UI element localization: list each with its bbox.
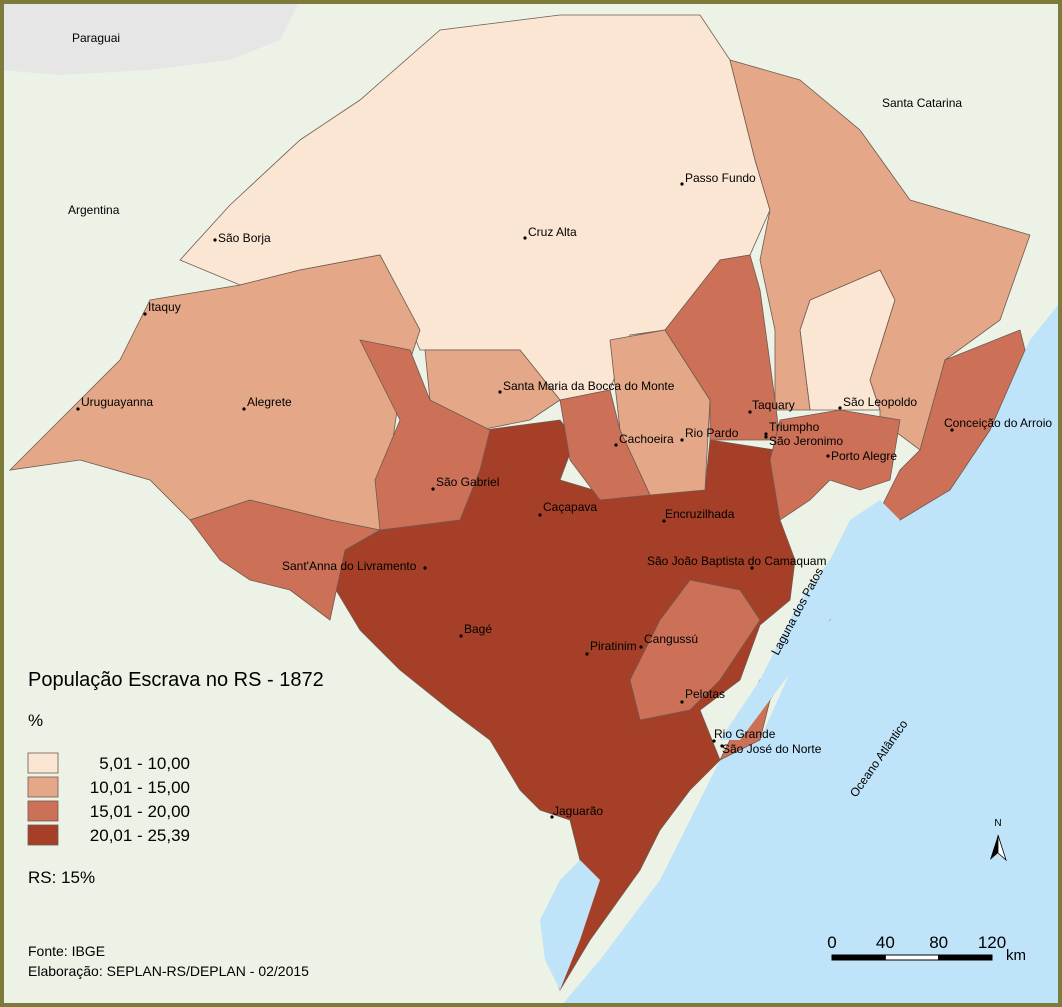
city-label: São José do Norte <box>722 742 822 756</box>
city-label: Conceição do Arroio <box>944 416 1052 430</box>
city-dot <box>662 519 666 523</box>
city-label: Cruz Alta <box>528 225 577 239</box>
city-dot <box>826 454 830 458</box>
lagoon <box>720 500 900 740</box>
city-dot <box>538 513 542 517</box>
legend-label: 15,01 - 20,00 <box>90 802 190 821</box>
city-label: Rio Pardo <box>685 426 739 440</box>
city-dot <box>639 645 643 649</box>
city-label: Uruguayanna <box>81 395 153 409</box>
city-dot <box>76 407 80 411</box>
lagoon <box>540 860 600 990</box>
city-label: Pelotas <box>685 687 725 701</box>
legend-label: 20,01 - 25,39 <box>90 826 190 845</box>
north-arrow: N <box>990 818 1007 862</box>
scale-label: 120 <box>978 933 1006 952</box>
city-dot <box>712 739 716 743</box>
city-label: São João Baptista do Camaquam <box>647 554 826 568</box>
city-dot <box>213 238 217 242</box>
city-dot <box>459 634 463 638</box>
city-dot <box>764 435 768 439</box>
city-dot <box>748 410 752 414</box>
city-label: Passo Fundo <box>685 171 756 185</box>
city-label: Bagé <box>464 622 492 636</box>
city-dot <box>838 406 842 410</box>
city-label: São Jeronimo <box>769 434 843 448</box>
legend-swatch <box>27 752 59 774</box>
city-dot <box>242 407 246 411</box>
source: Fonte: IBGE <box>28 943 105 959</box>
scale-segment <box>938 954 993 961</box>
legend-swatch <box>27 824 59 846</box>
scale-label: 40 <box>876 933 895 952</box>
city-dot <box>423 566 427 570</box>
city-label: São Gabriel <box>436 475 499 489</box>
legend-unit: % <box>28 711 43 730</box>
north-label: N <box>994 818 1001 829</box>
city-label: Santa Maria da Bocca do Monte <box>503 379 675 393</box>
region <box>769 409 901 521</box>
city-dot <box>680 700 684 704</box>
neighbor-label: Argentina <box>68 203 120 217</box>
paraguay-area <box>0 0 300 75</box>
region <box>189 499 382 621</box>
city-dot <box>720 744 724 748</box>
city-label: Cangussú <box>644 632 698 646</box>
city-dot <box>614 443 618 447</box>
city-label: Triumpho <box>769 420 820 434</box>
author: Elaboração: SEPLAN-RS/DEPLAN - 02/2015 <box>28 963 309 979</box>
city-dot <box>431 487 435 491</box>
city-label: São Leopoldo <box>843 395 917 409</box>
city-label: Cachoeira <box>619 432 674 446</box>
city-dot <box>585 652 589 656</box>
city-label: Porto Alegre <box>831 449 897 463</box>
city-dot <box>143 312 147 316</box>
city-dot <box>764 432 768 436</box>
scale-label: 0 <box>827 933 836 952</box>
city-label: Piratinim <box>590 639 637 653</box>
city-dot <box>498 390 502 394</box>
scale-label: 80 <box>929 933 948 952</box>
legend-title: População Escrava no RS - 1872 <box>28 669 324 691</box>
region <box>664 254 781 441</box>
region <box>359 339 491 531</box>
scale-segment <box>884 954 940 961</box>
city-dot <box>550 815 554 819</box>
neighbor-label: Santa Catarina <box>882 96 962 110</box>
city-label: Alegrete <box>247 395 292 409</box>
city-label: Rio Grande <box>714 727 776 741</box>
city-label: São Borja <box>218 231 271 245</box>
scale-unit: km <box>1006 947 1026 964</box>
city-dot <box>750 566 754 570</box>
city-label: Encruzilhada <box>665 507 735 521</box>
city-dot <box>680 438 684 442</box>
city-dot <box>680 182 684 186</box>
city-label: Sant'Anna do Livramento <box>282 559 417 573</box>
region <box>729 59 1031 451</box>
region <box>629 579 761 721</box>
region <box>559 389 651 501</box>
legend-label: 10,01 - 15,00 <box>90 778 190 797</box>
city-label: Taquary <box>752 398 795 412</box>
state-average: RS: 15% <box>28 868 95 887</box>
city-label: Jaguarão <box>553 804 603 818</box>
legend-swatch <box>27 800 59 822</box>
city-dot <box>950 428 954 432</box>
city-label: Caçapava <box>543 500 597 514</box>
legend-swatch <box>27 776 59 798</box>
legend-label: 5,01 - 10,00 <box>99 754 190 773</box>
city-dot <box>523 236 527 240</box>
city-label: Itaquy <box>148 300 181 314</box>
scale-segment <box>831 954 886 961</box>
neighbor-label: Paraguai <box>72 31 120 45</box>
